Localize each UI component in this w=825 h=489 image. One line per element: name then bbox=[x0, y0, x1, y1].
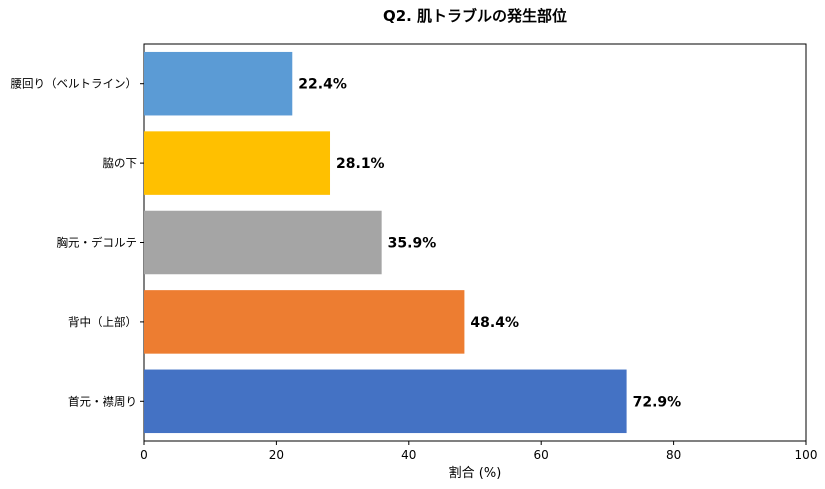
x-tick-label: 100 bbox=[795, 448, 818, 462]
bar bbox=[144, 51, 293, 116]
y-tick-label: 脇の下 bbox=[103, 156, 138, 170]
y-tick-label: 首元・襟周り bbox=[68, 394, 137, 408]
y-tick-label: 腰回り（ベルトライン） bbox=[11, 77, 138, 91]
x-axis: 0 20 40 60 80 100 bbox=[140, 441, 817, 462]
x-tick-label: 40 bbox=[401, 448, 416, 462]
x-tick-label: 60 bbox=[534, 448, 549, 462]
bar bbox=[144, 369, 627, 434]
x-axis-label: 割合 (%) bbox=[449, 465, 502, 481]
x-tick-label: 0 bbox=[140, 448, 148, 462]
y-tick-label: 胸元・デコルテ bbox=[57, 236, 138, 250]
bar-value-label: 48.4% bbox=[470, 315, 519, 331]
x-tick-label: 20 bbox=[269, 448, 284, 462]
bar-value-label: 28.1% bbox=[336, 156, 385, 172]
bar-value-label: 22.4% bbox=[298, 77, 347, 93]
y-tick-label: 背中（上部） bbox=[68, 315, 137, 329]
bar-value-label: 35.9% bbox=[388, 236, 437, 252]
bar bbox=[144, 290, 465, 354]
bar-value-label: 72.9% bbox=[633, 394, 682, 410]
bar bbox=[144, 210, 382, 275]
bar bbox=[144, 131, 331, 195]
bars-layer: 72.9% 48.4% 35.9% 28.1% 22.4% bbox=[144, 51, 682, 434]
x-tick-label: 80 bbox=[666, 448, 681, 462]
chart-title: Q2. 肌トラブルの発生部位 bbox=[383, 7, 567, 25]
